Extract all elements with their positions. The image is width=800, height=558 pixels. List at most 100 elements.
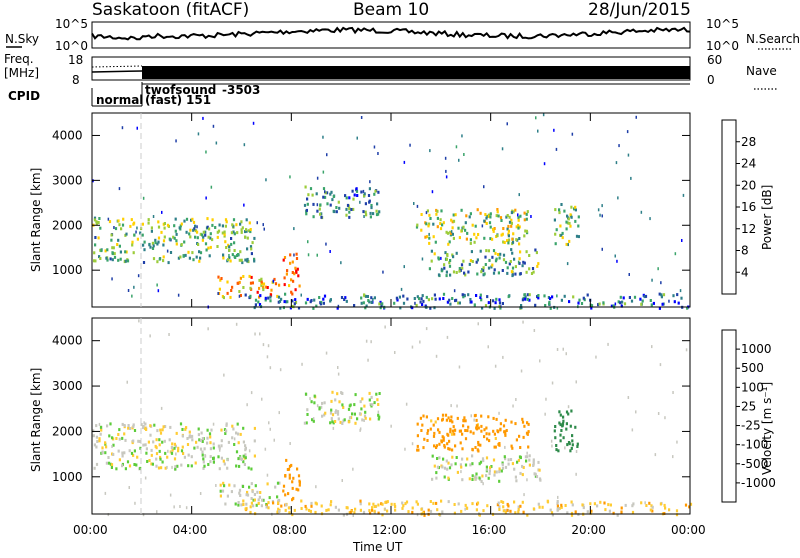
data-cell [181, 445, 184, 449]
data-cell [106, 424, 109, 428]
data-cell [283, 283, 286, 287]
data-cell [565, 227, 568, 231]
data-cell [332, 421, 335, 425]
data-cell [373, 192, 376, 196]
data-cell [145, 451, 148, 455]
data-cell [509, 458, 513, 461]
data-cell [441, 223, 444, 227]
data-cell [657, 267, 659, 271]
data-cell [126, 460, 130, 464]
data-cell [381, 513, 384, 517]
data-cell [220, 456, 223, 460]
data-cell [501, 461, 504, 465]
data-cell [343, 298, 346, 301]
data-cell [563, 294, 566, 298]
data-cell [557, 449, 560, 453]
data-cell [236, 253, 240, 256]
data-cell [443, 266, 446, 270]
data-cell [267, 506, 270, 510]
data-cell [289, 253, 292, 257]
data-cell [566, 214, 569, 218]
data-cell [203, 464, 206, 468]
data-cell [330, 500, 333, 504]
data-cell [147, 218, 150, 222]
data-cell [416, 223, 419, 227]
data-cell [199, 256, 202, 260]
data-cell [428, 236, 431, 240]
data-cell [564, 504, 567, 507]
colorbar-tick-label: 500 [741, 361, 764, 375]
data-cell [644, 294, 648, 298]
data-cell [363, 194, 366, 197]
data-cell [424, 235, 427, 239]
data-cell [306, 202, 309, 206]
data-cell [147, 221, 150, 225]
data-cell [311, 193, 314, 197]
data-cell [550, 511, 554, 515]
data-cell [519, 504, 522, 508]
data-cell [128, 449, 131, 453]
data-cell [525, 212, 528, 216]
data-cell [507, 238, 511, 242]
data-cell [551, 513, 554, 517]
data-cell [121, 422, 124, 426]
data-cell [466, 231, 469, 235]
data-cell [511, 240, 515, 244]
data-cell [672, 455, 674, 459]
data-cell [444, 156, 447, 160]
data-cell [285, 503, 288, 507]
data-cell [118, 437, 121, 441]
data-cell [276, 495, 279, 499]
data-cell [238, 290, 241, 293]
data-cell [492, 271, 496, 275]
data-cell [659, 502, 662, 506]
data-cell [577, 224, 580, 228]
data-cell [104, 249, 107, 253]
data-cell [233, 232, 236, 236]
data-cell [430, 419, 433, 423]
data-cell [117, 219, 120, 223]
data-cell [554, 425, 557, 428]
data-cell [98, 217, 101, 220]
data-cell [447, 416, 450, 420]
data-cell [441, 510, 444, 514]
data-cell [263, 227, 265, 231]
data-cell [139, 446, 142, 450]
data-cell [473, 303, 476, 307]
data-cell [544, 304, 547, 307]
data-cell [192, 258, 195, 262]
data-cell [483, 435, 486, 439]
data-cell [485, 426, 488, 430]
data-cell [359, 427, 362, 431]
data-cell [228, 245, 231, 249]
data-cell [519, 250, 522, 254]
data-cell [556, 502, 559, 505]
data-cell [189, 235, 192, 239]
data-cell [652, 301, 655, 305]
data-cell [443, 466, 447, 470]
data-cell [260, 277, 263, 281]
data-cell [504, 432, 507, 436]
data-cell [602, 301, 605, 305]
data-cell [628, 296, 631, 299]
data-cell [277, 507, 280, 511]
data-cell [322, 301, 325, 305]
data-cell [316, 404, 319, 408]
data-cell [470, 300, 473, 304]
data-cell [367, 358, 369, 362]
data-cell [563, 209, 566, 213]
data-cell [473, 232, 476, 236]
data-cell [448, 264, 452, 268]
data-cell [163, 439, 166, 443]
data-cell [118, 223, 121, 227]
data-cell [429, 509, 433, 513]
nsky-label: N.Sky [5, 32, 39, 46]
data-cell [379, 306, 382, 310]
data-cell [471, 223, 474, 227]
data-cell [314, 510, 317, 514]
data-cell [192, 228, 195, 232]
data-cell [250, 275, 253, 279]
data-cell [517, 508, 520, 511]
data-cell [181, 434, 184, 438]
data-cell [644, 501, 646, 505]
